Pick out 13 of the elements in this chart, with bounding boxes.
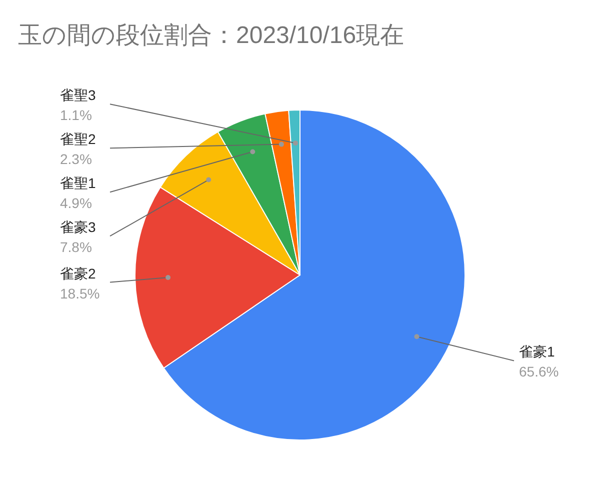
data-label: 1.1% (60, 107, 92, 124)
chart-title: 玉の間の段位割合：2023/10/16現在 (18, 22, 404, 49)
slice-label: 雀聖3 (60, 87, 96, 104)
slice-label: 雀豪2 (60, 265, 96, 282)
data-label: 4.9% (60, 195, 92, 212)
data-label: 7.8% (60, 239, 92, 256)
slice-label: 雀豪1 (519, 344, 555, 360)
slice-label: 雀聖1 (60, 175, 96, 192)
data-label: 18.5% (60, 285, 100, 302)
data-label: 2.3% (60, 151, 92, 168)
slice-label: 雀豪3 (60, 219, 96, 236)
data-label: 65.6% (519, 364, 559, 380)
slice-label: 雀聖2 (60, 131, 96, 148)
